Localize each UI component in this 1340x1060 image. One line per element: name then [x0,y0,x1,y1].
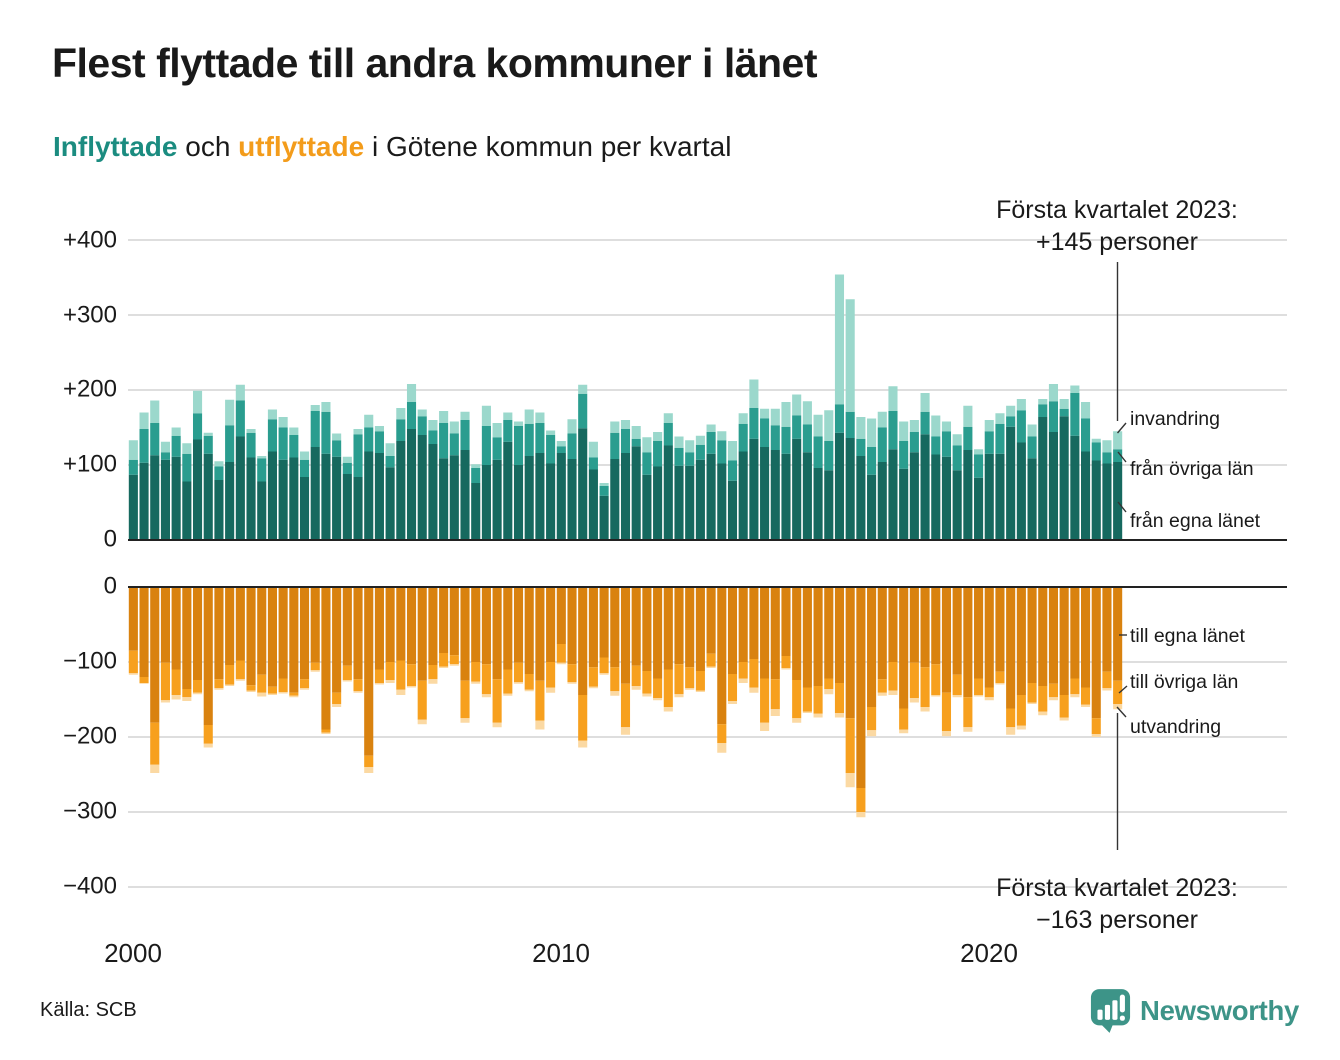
xtick-2010: 2010 [532,938,590,968]
ytick-top-300: +300 [62,301,117,329]
ytick-bottom-400: −400 [62,872,117,900]
xtick-2020: 2020 [960,938,1018,968]
ytick-bottom-100: −100 [62,647,117,675]
series-label-fran-egna-lanet: från egna länet [1130,510,1261,532]
ytick-bottom-0: 0 [103,572,117,600]
ytick-bottom-300: −300 [62,797,117,825]
outflow-bars [128,587,1123,818]
gridlines [128,239,1287,888]
annotation-top-line2: +145 personer [1036,228,1198,256]
source-note: Källa: SCB [40,999,137,1021]
series-label-invandring: invandring [1130,408,1220,430]
newsworthy-logo-icon [1090,989,1131,1033]
leader-lines [1116,422,1128,718]
subtitle-inflyttade: Inflyttade [53,131,178,162]
ytick-top-200: +200 [62,375,117,403]
subtitle-utflyttade: utflyttade [238,131,365,162]
annotation-bottom-line2: −163 personer [1036,906,1198,934]
series-label-till-ovriga-lan: till övriga län [1130,671,1239,693]
annotation-top: Första kvartalet 2023: +145 personer [927,194,1307,258]
subtitle-rest: i Götene kommun per kvartal [364,131,732,162]
newsworthy-logo: Newsworthy [1090,988,1299,1033]
subtitle-och: och [177,131,239,162]
ytick-bottom-200: −200 [62,722,117,750]
annotation-bottom-line1: Första kvartalet 2023: [996,874,1238,902]
ytick-top-100: +100 [62,450,117,478]
xtick-2000: 2000 [104,938,162,968]
ytick-top-400: +400 [62,226,117,254]
chart-subtitle: Inflyttade och utflyttade i Götene kommu… [53,131,731,163]
annotation-bottom: Första kvartalet 2023: −163 personer [927,872,1307,936]
ytick-top-0: 0 [103,525,117,553]
series-label-utvandring: utvandring [1130,716,1222,738]
inflow-bars [128,274,1123,540]
page-title: Flest flyttade till andra kommuner i län… [52,40,818,86]
series-label-fran-ovriga-lan: från övriga län [1130,458,1254,480]
newsworthy-logo-text: Newsworthy [1140,994,1299,1026]
annotation-top-line1: Första kvartalet 2023: [996,196,1238,224]
series-label-till-egna-lanet: till egna länet [1130,625,1245,647]
